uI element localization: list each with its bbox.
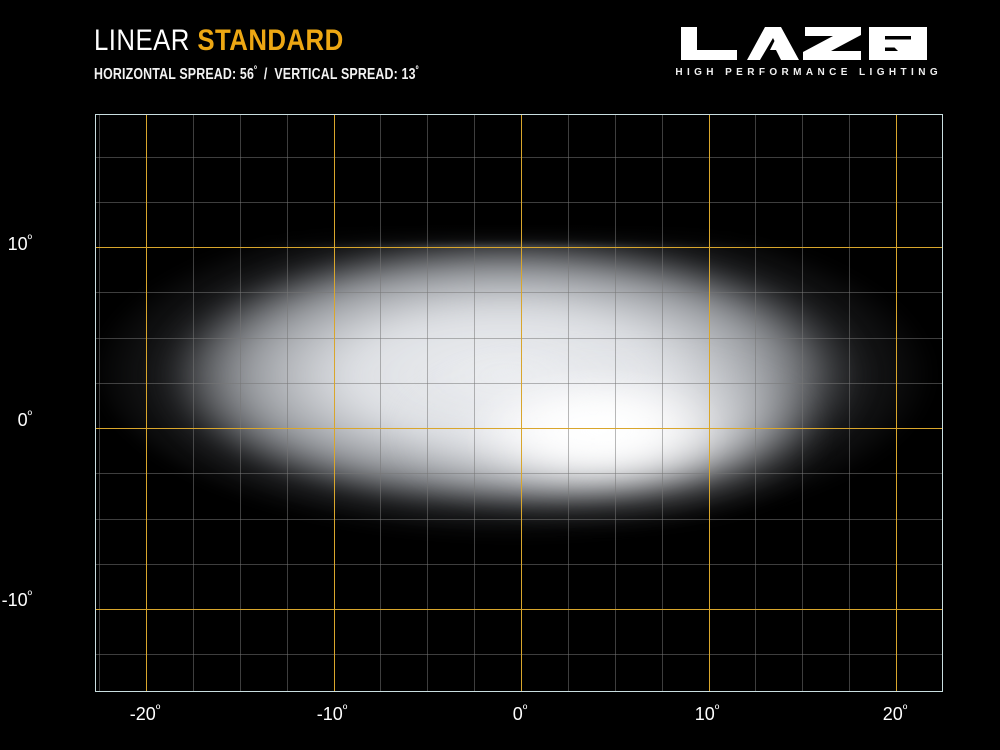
gridline-minor-vertical — [192, 115, 194, 691]
degree-symbol: º — [27, 408, 32, 422]
lazer-wordmark-icon — [681, 27, 928, 60]
gridline-minor-horizontal — [96, 156, 942, 158]
grid-major — [96, 115, 942, 691]
degree-symbol: º — [27, 588, 32, 602]
logo-tagline: HIGH PERFORMANCE LIGHTING — [675, 67, 942, 78]
tick-value: 0 — [17, 410, 28, 430]
title-accent: STANDARD — [197, 24, 344, 57]
spread-spec: HORIZONTAL SPREAD: 56º / VERTICAL SPREAD… — [94, 65, 419, 84]
degree-symbol: º — [522, 702, 528, 716]
gridline-minor-vertical — [849, 115, 851, 691]
brand-logo: HIGH PERFORMANCE LIGHTING — [675, 24, 944, 78]
degree-symbol: º — [415, 65, 419, 76]
page-title: LINEAR STANDARD — [94, 26, 443, 56]
gridline-minor-horizontal — [96, 563, 942, 565]
gridline-minor-vertical — [802, 115, 804, 691]
gridline-major-horizontal — [96, 247, 942, 249]
plot-frame — [95, 114, 943, 692]
x-axis-tick-label: 0º — [513, 702, 527, 725]
x-axis-tick-label: -10º — [317, 702, 347, 725]
tick-value: -10 — [1, 590, 28, 610]
gridline-minor-vertical — [286, 115, 288, 691]
gridline-major-vertical — [333, 115, 335, 691]
degree-symbol: º — [254, 65, 258, 76]
gridline-major-vertical — [708, 115, 710, 691]
degree-symbol: º — [27, 232, 32, 246]
title-primary: LINEAR — [94, 24, 190, 57]
y-axis-tick-label: -10º — [2, 588, 32, 611]
tick-value: 20 — [882, 704, 903, 724]
gridline-major-vertical — [896, 115, 898, 691]
gridline-minor-horizontal — [96, 337, 942, 339]
gridline-major-horizontal — [96, 609, 942, 611]
degree-symbol: º — [342, 702, 348, 716]
x-axis-tick-label: 20º — [883, 702, 907, 725]
vertical-spread-value: 13 — [401, 66, 416, 84]
spec-separator: / — [263, 66, 268, 84]
gridline-minor-vertical — [614, 115, 616, 691]
x-axis-tick-label: 10º — [695, 702, 719, 725]
horizontal-spread-label: HORIZONTAL SPREAD: — [94, 66, 237, 84]
gridline-minor-horizontal — [96, 518, 942, 520]
degree-symbol: º — [155, 702, 161, 716]
gridline-major-horizontal — [96, 428, 942, 430]
gridline-major-vertical — [146, 115, 148, 691]
tick-value: 10 — [694, 704, 715, 724]
horizontal-spread-value: 56 — [239, 66, 255, 84]
gridline-minor-vertical — [427, 115, 429, 691]
gridline-minor-vertical — [239, 115, 241, 691]
gridline-minor-horizontal — [96, 382, 942, 384]
x-axis-tick-label: -20º — [130, 702, 160, 725]
header: LINEAR STANDARD HORIZONTAL SPREAD: 56º /… — [0, 0, 1000, 110]
y-axis-tick-label: 0º — [18, 408, 32, 431]
gridline-minor-vertical — [99, 115, 101, 691]
grid-minor — [96, 115, 942, 691]
tick-value: 10 — [7, 234, 28, 254]
gridline-minor-vertical — [380, 115, 382, 691]
gridline-minor-horizontal — [96, 654, 942, 656]
title-block: LINEAR STANDARD HORIZONTAL SPREAD: 56º /… — [94, 26, 500, 84]
degree-symbol: º — [714, 702, 720, 716]
gridline-minor-vertical — [567, 115, 569, 691]
gridline-minor-horizontal — [96, 292, 942, 294]
beam-pattern-chart — [95, 114, 943, 692]
y-axis-tick-label: 10º — [8, 232, 32, 255]
gridline-minor-vertical — [474, 115, 476, 691]
gridline-minor-horizontal — [96, 473, 942, 475]
degree-symbol: º — [902, 702, 908, 716]
gridline-major-vertical — [521, 115, 523, 691]
gridline-minor-horizontal — [96, 201, 942, 203]
vertical-spread-label: VERTICAL SPREAD: — [274, 66, 398, 84]
tick-value: -20 — [129, 704, 156, 724]
tick-value: -10 — [316, 704, 343, 724]
tick-value: 0 — [512, 704, 523, 724]
gridline-minor-vertical — [755, 115, 757, 691]
gridline-minor-vertical — [661, 115, 663, 691]
